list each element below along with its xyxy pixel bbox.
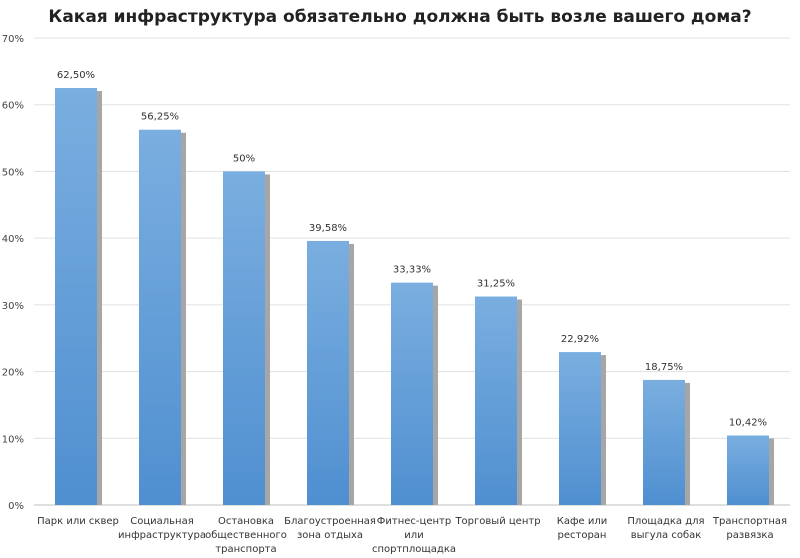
x-tick-label: Благоустроенная зона отдыха	[284, 516, 376, 541]
y-tick-label: 0%	[8, 501, 24, 512]
bar	[223, 171, 265, 505]
y-tick-label: 20%	[2, 368, 24, 379]
x-tick-label-line: Кафе или	[557, 516, 608, 527]
data-label: 22,92%	[561, 334, 599, 345]
x-tick-label-line: или	[404, 530, 423, 541]
data-label: 50%	[233, 153, 255, 164]
bar	[559, 352, 601, 505]
x-tick-label-line: Благоустроенная	[284, 516, 376, 527]
x-tick-label-line: инфраструктура	[118, 530, 206, 541]
chart-title: Какая инфраструктура обязательно должна …	[48, 7, 751, 27]
y-tick-label: 30%	[2, 301, 24, 312]
data-label: 39,58%	[309, 223, 347, 234]
x-tick-label-line: Торговый центр	[454, 516, 540, 527]
x-tick-label-line: выгула собак	[631, 530, 702, 541]
y-tick-label: 70%	[2, 34, 24, 45]
x-tick-label-line: развязка	[726, 530, 773, 541]
data-label: 10,42%	[729, 417, 767, 428]
x-tick-label-line: зона отдыха	[297, 530, 363, 541]
x-tick-label-line: Остановка	[218, 516, 274, 527]
bar	[139, 129, 181, 505]
bar	[643, 379, 685, 505]
bar	[55, 88, 97, 506]
x-tick-label-line: Социальная	[130, 516, 194, 527]
x-tick-label-line: Площадка для	[627, 516, 704, 527]
x-tick-label-line: Парк или сквер	[37, 516, 119, 527]
x-tick-label: Остановка общественного транспорта	[205, 516, 287, 555]
x-tick-label-line: общественного	[205, 530, 287, 541]
y-tick-label: 60%	[2, 101, 24, 112]
y-tick-label: 50%	[2, 167, 24, 178]
x-tick-label: Парк или сквер	[37, 516, 119, 527]
data-label: 31,25%	[477, 279, 515, 290]
x-tick-label: Транспортная развязка	[712, 516, 787, 541]
bar	[391, 282, 433, 505]
x-tick-label-line: спортплощадка	[372, 544, 456, 555]
y-tick-label: 10%	[2, 434, 24, 445]
bar	[727, 435, 769, 505]
x-tick-label: Торговый центр	[454, 516, 540, 527]
x-tick-label: Социальная инфраструктура	[118, 516, 206, 541]
x-tick-label: Площадка для выгула собак	[627, 516, 704, 541]
data-label: 33,33%	[393, 265, 431, 276]
x-tick-label-line: транспорта	[215, 544, 276, 555]
y-tick-label: 40%	[2, 234, 24, 245]
x-tick-label-line: Транспортная	[712, 516, 787, 527]
x-tick-label: Фитнес-центр или спортплощадка	[372, 516, 456, 555]
data-label: 18,75%	[645, 362, 683, 373]
x-tick-label: Кафе или ресторан	[557, 516, 608, 541]
data-label: 56,25%	[141, 112, 179, 123]
bar	[307, 240, 349, 505]
bar	[475, 296, 517, 505]
x-tick-label-line: Фитнес-центр	[377, 516, 451, 527]
x-tick-label-line: ресторан	[558, 530, 607, 541]
data-label: 62,50%	[57, 70, 95, 81]
